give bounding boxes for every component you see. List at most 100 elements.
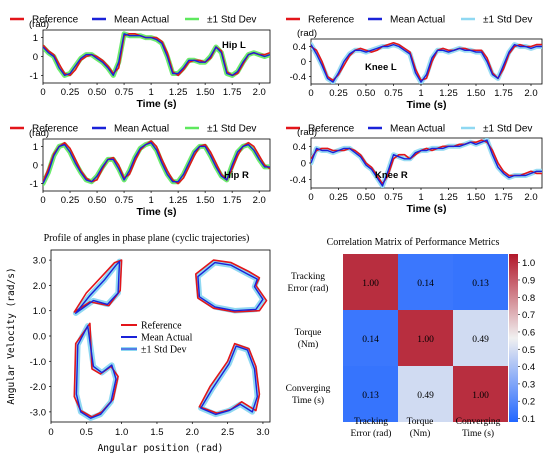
chart-title: Profile of angles in phase plane (cyclic…	[44, 233, 250, 244]
x-tick-label: 1	[418, 88, 423, 99]
joint-annotation: Knee R	[375, 170, 408, 181]
y-tick-label: 0	[301, 159, 306, 170]
x-tick-label: 0.50	[88, 195, 107, 206]
y-tick-label: -2.0	[30, 382, 46, 393]
colorbar	[509, 254, 518, 422]
legend-label: Mean Actual	[141, 333, 193, 344]
heatmap-cell	[398, 310, 453, 366]
x-tick-label: 1.50	[467, 88, 486, 99]
x-tick-label: 1.50	[196, 87, 215, 98]
x-tick-label: 0.50	[357, 192, 376, 203]
mean-actual-loop	[197, 261, 264, 312]
heatmap-value: 0.49	[417, 391, 434, 401]
heatmap-value: 1.00	[417, 335, 434, 345]
x-tick-label: 0.25	[61, 195, 80, 206]
heatmap-value: 0.13	[362, 391, 379, 401]
y-tick-label: -1.0	[30, 357, 46, 368]
y-tick-label: 1	[33, 142, 38, 153]
legend-label: Mean Actual	[114, 15, 169, 26]
y-tick-label: 0.4	[293, 42, 306, 53]
legend-label: Reference	[32, 15, 79, 26]
y-tick-label: 3.0	[33, 256, 46, 267]
column-label: Tracking	[354, 417, 388, 427]
x-tick-label: 1.75	[223, 195, 242, 206]
reference-loop	[73, 259, 123, 313]
legend-label: Reference	[32, 124, 79, 135]
mean-actual-loop	[200, 345, 258, 416]
mean-actual-line	[311, 139, 542, 187]
heatmap-value: 0.49	[472, 335, 489, 345]
x-tick-label: 0.5	[80, 427, 93, 438]
x-tick-label: 1	[148, 87, 153, 98]
y-tick-label: 2.0	[33, 281, 46, 292]
legend-label: ±1 Std Dev	[141, 345, 187, 356]
column-label: Torque	[407, 417, 434, 427]
column-label: Error (rad)	[351, 428, 392, 439]
heatmap-value: 0.14	[417, 279, 434, 289]
x-tick-label: 2.0	[186, 427, 199, 438]
legend-label: Reference	[308, 124, 355, 135]
y-unit-label: (rad)	[297, 28, 317, 39]
row-label: Converging	[286, 384, 331, 394]
colorbar-tick-label: 0.7	[522, 310, 535, 321]
x-tick-label: 1.75	[223, 87, 242, 98]
colorbar-tick-label: 0.3	[522, 379, 535, 390]
reference-line	[311, 42, 542, 82]
x-axis-label: Angular position (rad)	[98, 443, 224, 454]
colorbar-tick-label: 0.2	[522, 397, 535, 408]
colorbar-tick-label: 0.5	[522, 345, 535, 356]
heatmap-cell	[453, 366, 508, 422]
colorbar-tick-label: 0.1	[522, 414, 535, 425]
x-tick-label: 1.50	[196, 195, 215, 206]
x-tick-label: 1	[148, 195, 153, 206]
phase-plane-plot: Profile of angles in phase plane (cyclic…	[6, 233, 271, 454]
series-group	[311, 138, 542, 188]
x-tick-label: 1.75	[494, 88, 513, 99]
y-unit-label: (rad)	[29, 128, 49, 139]
x-tick-label: 0.75	[384, 88, 403, 99]
series-group	[43, 31, 270, 78]
x-tick-label: 2.5	[221, 427, 234, 438]
column-label: Time (s)	[462, 428, 494, 439]
legend-label: Mean Actual	[390, 124, 445, 135]
heatmap-value: 0.13	[472, 279, 489, 289]
row-label: Time (s)	[292, 395, 324, 406]
reference-line	[43, 140, 270, 185]
mean-actual-line	[311, 43, 542, 83]
x-axis-label: Time (s)	[136, 98, 176, 110]
y-unit-label: (rad)	[297, 127, 317, 138]
y-axis-label: Angular Velocity (rad/s)	[6, 267, 17, 404]
plot-area	[310, 137, 543, 189]
mean-actual-loop	[75, 260, 121, 314]
knee-l-plot: Reference Mean Actual ±1 Std Dev (rad) 0 0.25…	[286, 15, 543, 111]
column-label: Converging	[456, 417, 501, 427]
series-group	[311, 42, 542, 84]
x-tick-label: 2.0	[253, 87, 266, 98]
row-label: Tracking	[291, 272, 325, 282]
legend-label: Mean Actual	[390, 15, 445, 26]
x-tick-label: 1.75	[494, 192, 513, 203]
x-tick-label: 0	[40, 195, 45, 206]
heatmap-cell	[343, 366, 398, 422]
x-tick-label: 0.75	[115, 195, 134, 206]
row-label: Error (rad)	[288, 283, 329, 294]
heatmap-cell	[343, 254, 398, 310]
x-tick-label: 1.25	[169, 195, 188, 206]
x-tick-label: 0	[48, 427, 53, 438]
legend-label: ±1 Std Dev	[207, 124, 256, 135]
x-axis-label: Time (s)	[406, 99, 446, 111]
x-tick-label: 1.0	[115, 427, 128, 438]
x-tick-label: 2.0	[524, 192, 537, 203]
legend-label: ±1 Std Dev	[483, 124, 532, 135]
y-tick-label: 0	[33, 52, 38, 63]
chart-title: Correlation Matrix of Performance Metric…	[327, 237, 500, 248]
x-tick-label: 0.50	[88, 87, 107, 98]
y-tick-label: 1	[33, 33, 38, 44]
legend: Reference Mean Actual ±1 Std Dev	[286, 124, 532, 135]
mean-actual-line	[43, 142, 270, 184]
heatmap-cell	[398, 254, 453, 310]
mean-actual-loop	[75, 325, 117, 419]
